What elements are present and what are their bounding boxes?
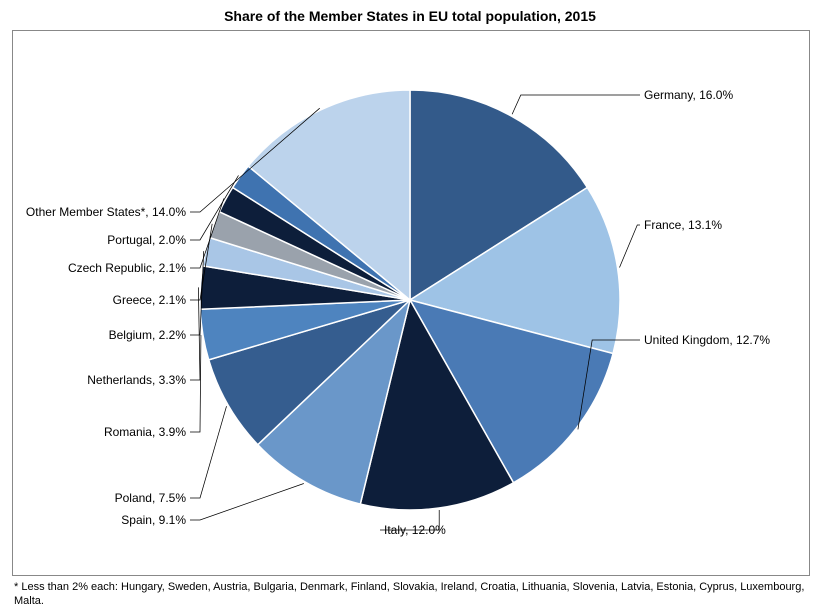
- slice-label: Italy, 12.0%: [384, 523, 446, 537]
- slice-label: France, 13.1%: [644, 218, 722, 232]
- slice-label: Poland, 7.5%: [115, 491, 186, 505]
- slice-label: Portugal, 2.0%: [107, 233, 186, 247]
- slice-label: Belgium, 2.2%: [109, 328, 186, 342]
- slice-label: Czech Republic, 2.1%: [68, 261, 186, 275]
- slice-label: Greece, 2.1%: [113, 293, 186, 307]
- slice-label: Romania, 3.9%: [104, 425, 186, 439]
- slice-label: United Kingdom, 12.7%: [644, 333, 770, 347]
- slice-label: Spain, 9.1%: [121, 513, 186, 527]
- chart-container: Share of the Member States in EU total p…: [0, 0, 820, 616]
- slice-label: Other Member States*, 14.0%: [26, 205, 186, 219]
- slice-label: Germany, 16.0%: [644, 88, 733, 102]
- footnote: * Less than 2% each: Hungary, Sweden, Au…: [14, 580, 806, 609]
- slice-label: Netherlands, 3.3%: [87, 373, 186, 387]
